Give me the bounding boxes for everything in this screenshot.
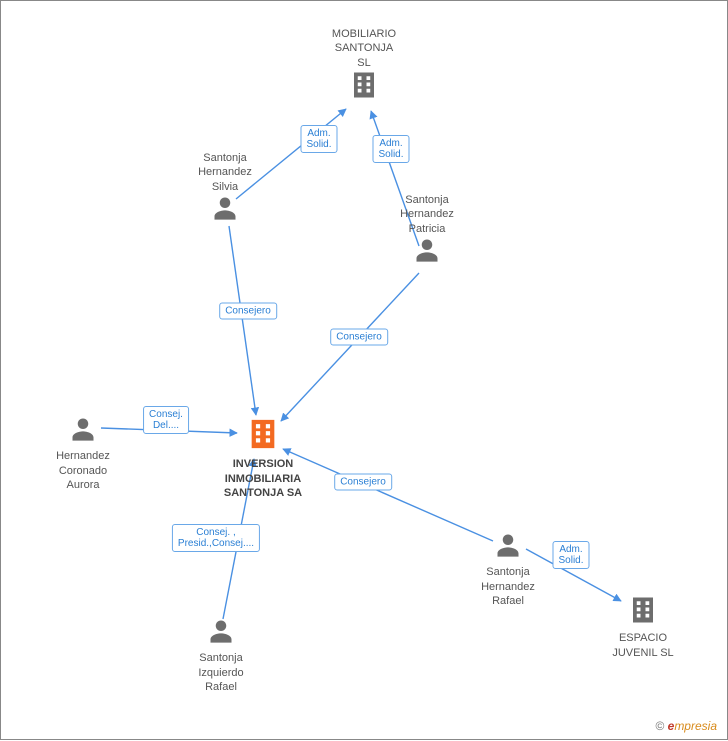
person-icon [393,236,461,268]
building-icon [329,70,399,104]
edge-label: Consejero [334,474,392,491]
edge-line [283,449,493,541]
edge-label: Adm. Solid. [372,135,409,163]
node-aurora[interactable]: Hernandez Coronado Aurora [49,415,117,492]
node-patricia[interactable]: Santonja Hernandez Patricia [393,191,461,268]
diagram-canvas: MOBILIARIO SANTONJA SL INVERSION INMOBIL… [0,0,728,740]
person-icon [473,531,543,563]
edge-label: Consej. , Presid.,Consej.... [172,524,260,552]
copyright: © empresia [655,719,717,733]
brand-rest: mpresia [674,719,717,733]
node-mobiliario[interactable]: MOBILIARIO SANTONJA SL [329,25,399,104]
edge-label: Consej. Del.... [143,406,189,434]
edge-label: Adm. Solid. [300,125,337,153]
node-espacio[interactable]: ESPACIO JUVENIL SL [609,595,677,660]
node-label: Santonja Hernandez Rafael [473,565,543,608]
brand: empresia [668,719,717,733]
node-izquierdo[interactable]: Santonja Izquierdo Rafael [187,617,255,694]
edge-line [229,226,256,415]
node-label: Hernandez Coronado Aurora [49,449,117,492]
building-icon [222,417,304,455]
node-label: Santonja Izquierdo Rafael [187,651,255,694]
person-icon [49,415,117,447]
person-icon [187,617,255,649]
edge-label: Consejero [330,329,388,346]
building-icon [609,595,677,629]
node-silvia[interactable]: Santonja Hernandez Silvia [191,149,259,226]
node-label: INVERSION INMOBILIARIA SANTONJA SA [222,457,304,500]
edge-label: Adm. Solid. [552,541,589,569]
node-label: Santonja Hernandez Silvia [191,151,259,194]
edge-label: Consejero [219,303,277,320]
node-rafael[interactable]: Santonja Hernandez Rafael [473,531,543,608]
person-icon [191,194,259,226]
copyright-symbol: © [655,719,664,733]
node-label: Santonja Hernandez Patricia [393,193,461,236]
node-label: MOBILIARIO SANTONJA SL [329,27,399,70]
node-center[interactable]: INVERSION INMOBILIARIA SANTONJA SA [222,417,304,500]
node-label: ESPACIO JUVENIL SL [609,631,677,660]
edge-line [281,273,419,421]
